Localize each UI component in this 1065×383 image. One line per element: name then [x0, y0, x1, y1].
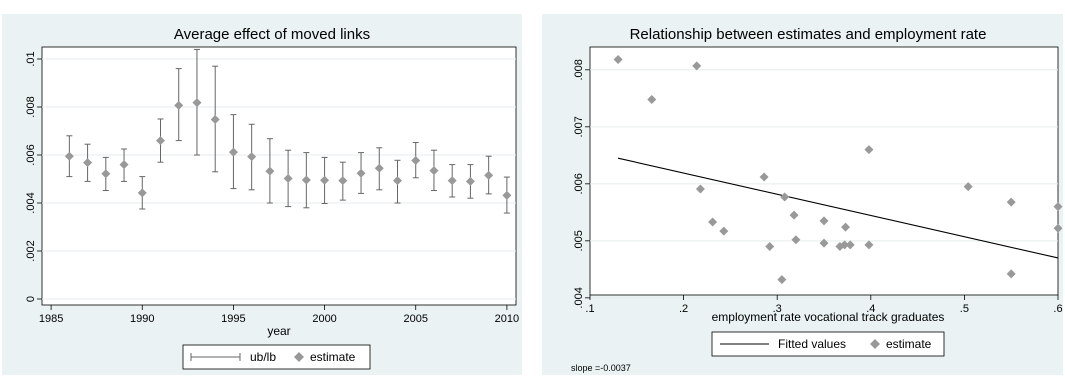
panel-2-marks: [613, 55, 1063, 285]
data-point: [841, 222, 851, 232]
panel-1-x-axis: 1985 1990 1995 2000 2005 2010: [39, 305, 519, 325]
fitted-line: [617, 157, 1059, 259]
panel-1: Average effect of moved links 0 .002 .004.…: [2, 14, 522, 375]
x-tick-label: .5: [960, 303, 969, 315]
panel-2-x-axis: .1 .2 .3 .4 .5 .6: [585, 295, 1063, 315]
x-tick-label: .1: [585, 303, 594, 315]
legend-label-fitted-values: Fitted values: [778, 337, 846, 351]
data-point: [864, 240, 874, 250]
data-point: [791, 235, 801, 245]
x-tick-label: 1995: [221, 313, 245, 325]
data-point: [83, 158, 93, 168]
data-point: [777, 275, 787, 285]
y-tick-label: .01: [25, 51, 37, 66]
data-point: [1006, 197, 1016, 207]
data-point: [64, 151, 74, 161]
data-point: [695, 184, 705, 194]
data-point: [819, 238, 829, 248]
data-point: [1053, 223, 1063, 233]
legend-label-estimate: estimate: [886, 337, 932, 351]
x-tick-label: 2000: [312, 313, 336, 325]
y-tick-label: .006: [573, 173, 585, 194]
panel-2-y-axis: .004 .005 .006 .007 .008: [573, 59, 590, 309]
panel-2-plot-area: [589, 46, 1059, 296]
y-tick-label: .007: [573, 116, 585, 137]
panel-1-x-axis-label: year: [267, 324, 290, 338]
data-point: [137, 188, 147, 198]
data-point: [719, 226, 729, 236]
panel-2-title: Relationship between estimates and emplo…: [630, 26, 987, 43]
data-point: [484, 170, 494, 180]
data-point: [320, 175, 330, 185]
x-tick-label: .6: [1053, 303, 1062, 315]
y-tick-label: .008: [25, 96, 37, 117]
data-point: [819, 216, 829, 226]
data-point: [845, 240, 855, 250]
x-tick-label: .4: [866, 303, 875, 315]
data-point: [393, 176, 402, 186]
data-point: [283, 174, 293, 184]
data-point: [247, 152, 257, 162]
data-point: [759, 172, 769, 182]
data-point: [174, 100, 184, 110]
data-point: [192, 98, 202, 108]
y-tick-label: 0: [25, 296, 37, 302]
data-point: [647, 94, 657, 104]
x-tick-label: 2010: [495, 313, 519, 325]
data-point: [101, 169, 111, 179]
data-point: [228, 147, 238, 157]
data-point: [840, 240, 850, 250]
panel-1-marks: [64, 48, 512, 214]
data-point: [502, 190, 512, 200]
legend-label-ub-lb: ub/lb: [250, 350, 276, 364]
panel-2-legend: Fitted values estimate: [711, 331, 945, 357]
legend-label-estimate: estimate: [310, 350, 356, 364]
panel-2: Relationship between estimates and emplo…: [542, 14, 1063, 375]
data-point: [119, 160, 129, 170]
data-point: [338, 176, 348, 186]
data-point: [465, 176, 475, 186]
data-point: [301, 175, 311, 185]
y-tick-label: .005: [573, 230, 585, 251]
data-point: [265, 166, 275, 176]
y-tick-label: .006: [25, 144, 37, 165]
panel-1-plot-area: [41, 46, 517, 306]
panel-1-grid: [42, 58, 516, 300]
data-point: [356, 168, 366, 178]
data-point: [156, 136, 165, 146]
data-point: [789, 210, 799, 220]
panel-1-y-axis: 0 .002 .004 .006 .008 .01: [25, 51, 42, 302]
y-tick-label: .004: [25, 192, 37, 213]
panel-1-title: Average effect of moved links: [174, 26, 370, 43]
y-tick-label: .004: [573, 287, 585, 308]
legend-diamond-marker: [294, 352, 304, 362]
data-point: [765, 242, 775, 252]
data-point: [708, 217, 718, 227]
data-point: [1053, 202, 1063, 212]
x-tick-label: .3: [773, 303, 782, 315]
panel-2-x-axis-label: employment rate vocational track graduat…: [712, 310, 945, 324]
x-tick-label: 1990: [130, 313, 154, 325]
data-point: [963, 182, 973, 192]
y-tick-label: .008: [573, 59, 585, 80]
x-tick-label: 2005: [403, 313, 427, 325]
x-tick-label: 1985: [39, 313, 63, 325]
data-point: [1006, 269, 1016, 279]
data-point: [613, 55, 623, 65]
data-point: [864, 145, 874, 155]
data-point: [210, 114, 220, 124]
data-point: [692, 61, 702, 71]
slope-note: slope =-0.0037: [571, 363, 631, 373]
data-point: [429, 166, 439, 176]
data-point: [780, 192, 790, 202]
y-tick-label: .002: [25, 240, 37, 261]
panel-1-legend: ub/lb estimate: [182, 344, 371, 370]
data-point: [447, 176, 457, 186]
data-point: [411, 156, 421, 166]
data-point: [374, 163, 384, 173]
legend-diamond-marker: [870, 339, 880, 349]
x-tick-label: .2: [679, 303, 688, 315]
